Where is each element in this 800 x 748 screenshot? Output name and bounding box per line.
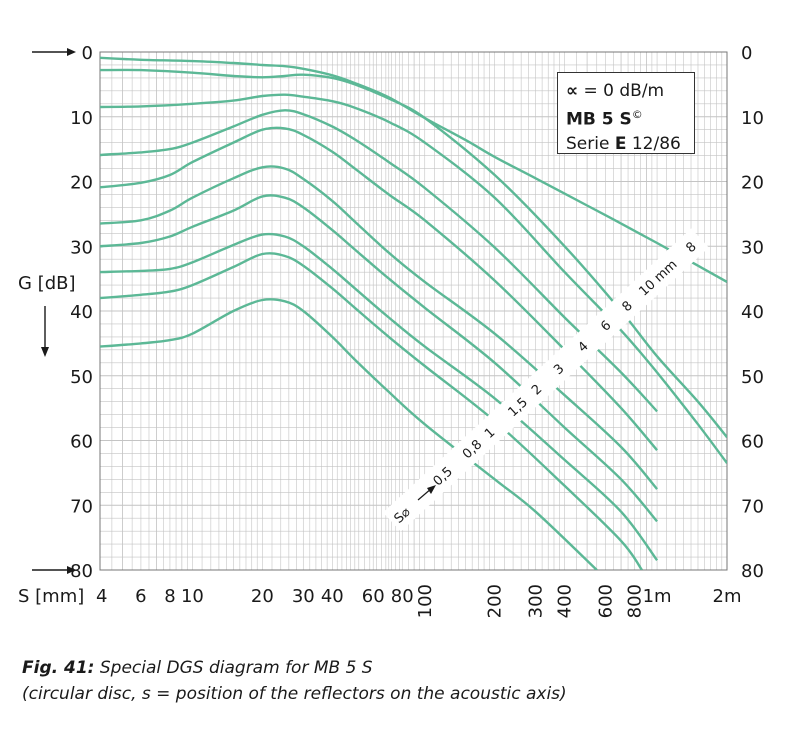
dgs-curve-8	[100, 252, 643, 570]
attenuation-value: = 0 dB/m	[578, 81, 665, 101]
x-tick: 20	[251, 586, 274, 607]
x-axis-label: S [mm]	[18, 586, 84, 607]
dgs-curve-2	[100, 93, 727, 464]
x-tick: 80	[391, 586, 414, 607]
dgs-curve-3	[100, 109, 658, 413]
x-tick: 1m	[643, 586, 672, 607]
y-tick-right: 30	[741, 237, 764, 258]
caption-line-1: Fig. 41: Special DGS diagram for MB 5 S	[22, 655, 782, 681]
y-tick-right: 50	[741, 367, 764, 388]
series-prefix: Serie	[566, 133, 615, 154]
x-tick: 400	[555, 584, 576, 618]
caption-title: Special DGS diagram for MB 5 S	[94, 658, 373, 678]
y-tick-right: 0	[741, 43, 752, 64]
plot-frame	[99, 51, 728, 571]
arrow-down-icon	[41, 306, 49, 357]
x-tick: 200	[485, 584, 506, 618]
x-tick: 600	[596, 584, 617, 618]
x-tick: 60	[362, 586, 385, 607]
axis-ticks: 0 0 10 10 20 20 30 30 40 40 50 50 60 60 70 70 80 80 6 8 10 20…	[70, 43, 764, 618]
y-tick-right: 80	[741, 561, 764, 582]
x-tick: 40	[321, 586, 344, 607]
y-tick-left: 80	[70, 561, 93, 582]
arrow-small-icon	[417, 485, 436, 501]
x-tick: 10	[181, 586, 204, 607]
x-tick: 2m	[713, 586, 742, 607]
x-axis-start-label: 4	[96, 586, 107, 607]
probe-line: MB 5 S©	[566, 103, 686, 132]
y-tick-left: 40	[70, 302, 93, 323]
attenuation-line: ∝ = 0 dB/m	[566, 79, 686, 103]
y-tick-left: 60	[70, 432, 93, 453]
y-tick-left: 70	[70, 496, 93, 517]
x-tick: 300	[526, 584, 547, 618]
y-tick-right: 20	[741, 173, 764, 194]
series-date: 12/86	[626, 133, 681, 154]
alpha-symbol: ∝	[566, 81, 579, 101]
caption-fig-label: Fig. 41:	[22, 658, 95, 678]
y-tick-left: 50	[70, 367, 93, 388]
y-tick-left: 30	[70, 237, 93, 258]
copyright-mark: ©	[631, 108, 643, 121]
series-line: Serie E 12/86	[566, 132, 686, 156]
y-tick-left: 10	[70, 108, 93, 129]
x-tick: 100	[415, 584, 436, 618]
dgs-curve-7	[100, 232, 659, 562]
series-letter: E	[614, 133, 627, 154]
x-tick: 30	[292, 586, 315, 607]
y-axis-label: G [dB]	[18, 273, 76, 294]
x-tick: 6	[135, 586, 146, 607]
x-tick: 800	[625, 584, 646, 618]
info-box: ∝ = 0 dB/m MB 5 S© Serie E 12/86	[557, 72, 695, 154]
y-tick-right: 60	[741, 432, 764, 453]
arrow-top-icon	[32, 48, 76, 56]
dgs-curve-4	[100, 126, 659, 451]
size-band-bg	[383, 228, 709, 532]
figure-caption: Fig. 41: Special DGS diagram for MB 5 S …	[22, 655, 782, 707]
y-tick-right: 40	[741, 302, 764, 323]
x-tick: 8	[164, 586, 175, 607]
y-tick-left: 20	[70, 173, 93, 194]
probe-name: MB 5 S	[566, 109, 632, 130]
arrow-bottom-icon	[32, 566, 76, 574]
y-tick-right: 10	[741, 108, 764, 129]
y-tick-left: 0	[82, 43, 93, 64]
dgs-curve-9	[100, 298, 598, 570]
caption-line-2: (circular disc, s = position of the refl…	[22, 684, 567, 704]
y-tick-right: 70	[741, 496, 764, 517]
